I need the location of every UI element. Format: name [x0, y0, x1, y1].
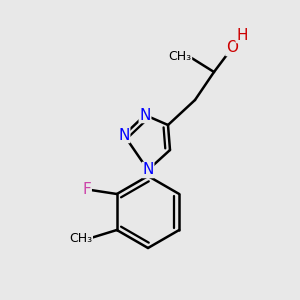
Text: N: N — [139, 107, 151, 122]
Text: CH₃: CH₃ — [168, 50, 192, 64]
Text: F: F — [82, 182, 91, 197]
Text: CH₃: CH₃ — [69, 232, 92, 244]
Text: N: N — [142, 163, 154, 178]
Text: H: H — [236, 28, 248, 43]
Text: N: N — [118, 128, 130, 142]
Text: O: O — [226, 40, 238, 56]
